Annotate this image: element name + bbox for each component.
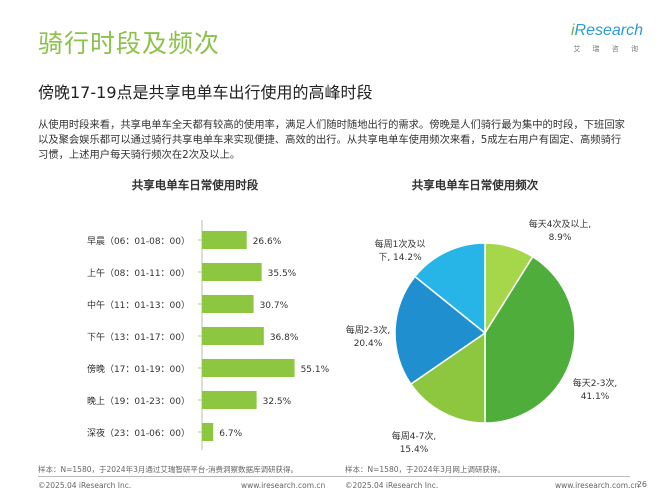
bar-value-label: 32.5% bbox=[263, 397, 292, 407]
pie-slice-value: 15.4% bbox=[400, 445, 429, 455]
pie-slice-label: 每周1次及以 bbox=[375, 238, 426, 250]
bar-category-label: 中午（11：01-13：00） bbox=[87, 299, 190, 311]
pie-slice-value: 8.9% bbox=[549, 233, 572, 243]
bar-chart-title: 共享电单车日常使用时段 bbox=[131, 178, 259, 192]
footer-url-right[interactable]: www.iresearch.com.cn bbox=[555, 481, 640, 490]
footer-divider bbox=[38, 476, 630, 477]
iresearch-logo: iResearch 艾 瑞 咨 询 bbox=[570, 22, 643, 62]
bar bbox=[202, 359, 295, 377]
bar-value-label: 55.1% bbox=[301, 365, 330, 375]
footer-copyright-left: ©2025.04 iResearch Inc. bbox=[38, 481, 132, 490]
bar-value-label: 36.8% bbox=[270, 333, 299, 343]
bar-category-label: 深夜（23：01-06：00） bbox=[87, 427, 190, 439]
footnote-left: 样本：N=1580，于2024年3月通过艾瑞智研平台-消费洞察数据库调研获得。 bbox=[38, 465, 299, 474]
pie-slice bbox=[413, 242, 486, 335]
footer-copyright-right: ©2025.04 iResearch Inc. bbox=[345, 481, 439, 490]
bar bbox=[202, 263, 262, 281]
bar bbox=[202, 327, 264, 345]
description-paragraph: 从使用时段来看，共享电单车全天都有较高的使用率，满足人们随时随地出行的需求。傍晚… bbox=[38, 119, 625, 161]
footer-url-left[interactable]: www.iresearch.com.cn bbox=[241, 481, 326, 490]
logo-brand: iResearch bbox=[570, 22, 643, 39]
pie-slice bbox=[409, 331, 486, 424]
bar bbox=[202, 391, 257, 409]
bar bbox=[202, 231, 247, 249]
bar bbox=[202, 423, 214, 441]
usage-time-bar-chart: 早晨（06：01-08：00） 26.6% 上午（08：01-11：00） 35.5%… bbox=[87, 220, 330, 450]
bar-value-label: 30.7% bbox=[260, 301, 289, 311]
usage-frequency-pie-chart: 每天4次及以上, 8.9% 每天2-3次, 41.1% 每周4-7次, 15.4% 每周2-… bbox=[346, 218, 618, 455]
bar-category-label: 上午（08：01-11：00） bbox=[87, 267, 190, 279]
bar-category-label: 傍晚（17：01-19：00） bbox=[87, 363, 190, 375]
page-number: 26 bbox=[636, 480, 647, 489]
pie-slice-value: 下, 14.2% bbox=[378, 253, 422, 263]
bar-category-label: 晚上（19：01-23：00） bbox=[87, 396, 190, 407]
bar-value-label: 6.7% bbox=[219, 429, 242, 439]
pie-slice-label: 每天2-3次, bbox=[573, 377, 618, 389]
pie-slice-label: 每周2-3次, bbox=[346, 324, 391, 336]
bar-category-label: 下午（13：01-17：00） bbox=[87, 331, 190, 343]
page-subtitle: 傍晚17-19点是共享电单车出行使用的高峰时段 bbox=[38, 83, 373, 102]
pie-slice-label: 每天4次及以上, bbox=[529, 218, 592, 230]
pie-chart-title: 共享电单车日常使用频次 bbox=[411, 178, 539, 192]
pie-slice-value: 20.4% bbox=[354, 339, 383, 349]
bar-value-label: 26.6% bbox=[253, 237, 282, 247]
logo-subtext: 艾 瑞 咨 询 bbox=[573, 45, 643, 53]
pie-slice-label: 每周4-7次, bbox=[392, 430, 437, 442]
pie-slice bbox=[484, 255, 576, 424]
page-title: 骑行时段及频次 bbox=[38, 29, 221, 58]
pie-slice-value: 41.1% bbox=[581, 392, 610, 402]
bar bbox=[202, 295, 254, 313]
footnote-right: 样本：N=1580，于2024年3月网上调研获得。 bbox=[345, 465, 505, 474]
bar-value-label: 35.5% bbox=[268, 269, 297, 279]
bar-category-label: 早晨（06：01-08：00） bbox=[87, 236, 190, 247]
pie-slice bbox=[394, 275, 487, 386]
